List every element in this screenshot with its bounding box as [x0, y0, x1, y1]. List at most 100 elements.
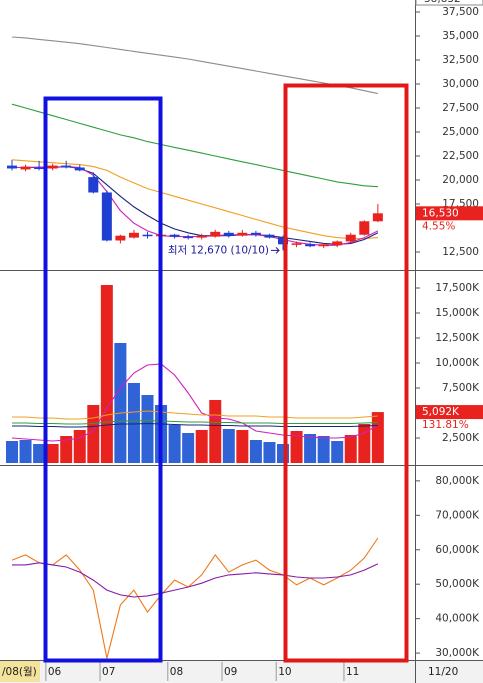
volume-bar — [222, 429, 235, 463]
moving-average-line — [11, 159, 378, 240]
volume-bar — [263, 442, 276, 463]
moving-average-line — [12, 410, 378, 420]
volume-bar — [331, 441, 344, 463]
last-volume-label: 5,092K — [422, 406, 460, 418]
moving-average-line — [12, 422, 378, 428]
highlight-box-red — [283, 83, 409, 663]
volume-bar — [114, 343, 127, 463]
volume-bar — [87, 405, 100, 463]
y-tick-label: 30,000 — [442, 78, 479, 90]
volume-bar — [344, 435, 357, 463]
y-tick-label: 37,500 — [442, 6, 479, 18]
volume-bar — [73, 430, 86, 463]
y-tick-label: 17,500K — [435, 282, 480, 294]
candle-body — [196, 235, 207, 238]
candle-body — [291, 243, 302, 245]
y-tick-label: 2,500K — [442, 432, 480, 444]
x-tick-label: /08(월) — [2, 666, 37, 678]
last-volume-box — [416, 405, 483, 420]
moving-average-line — [12, 419, 378, 425]
moving-average-line — [12, 166, 379, 246]
candle-body — [20, 166, 31, 170]
y-tick-label: 40,000K — [435, 613, 480, 625]
change-label: 4.55% — [422, 220, 455, 232]
candle-body — [359, 221, 370, 235]
volume-bar — [60, 436, 73, 463]
candle-body — [250, 232, 261, 235]
y-tick-label: 27,500 — [442, 102, 479, 114]
y-tick-label: 15,000K — [435, 307, 480, 319]
y-tick-label: 12,500 — [442, 246, 479, 258]
moving-average-line — [11, 36, 379, 95]
top-price-label: 38,832 — [424, 0, 461, 5]
x-tick-label: 11 — [346, 666, 359, 678]
moving-average-line — [12, 562, 379, 598]
volume-bar — [141, 395, 154, 463]
candle-body — [169, 234, 180, 237]
y-tick-label: 60,000K — [435, 544, 480, 556]
volume-bar — [371, 412, 384, 463]
first-date-box — [0, 661, 40, 682]
candle-body — [74, 167, 85, 171]
candle-body — [264, 234, 275, 238]
volume-bar — [304, 434, 317, 463]
volume-bar — [236, 430, 249, 463]
volume-change-label: 131.81% — [422, 419, 469, 431]
volume-bar — [249, 440, 262, 463]
volume-bar — [6, 441, 18, 463]
candle-body — [332, 241, 343, 246]
candle-body — [278, 237, 288, 245]
y-tick-label: 20,000 — [442, 174, 479, 186]
volume-bar — [182, 433, 195, 463]
y-tick-label: 80,000K — [435, 475, 480, 487]
volume-bar — [33, 444, 46, 463]
volume-bar — [209, 400, 222, 463]
y-tick-label: 50,000K — [435, 578, 480, 590]
candle-body — [34, 167, 45, 170]
candle-body — [128, 232, 139, 238]
volume-bar — [290, 431, 303, 463]
x-tick-label: 08 — [170, 666, 183, 678]
volume-bar — [19, 440, 32, 463]
candle-body — [142, 234, 153, 237]
last-price-box — [416, 206, 483, 221]
y-tick-label: 25,000 — [442, 126, 479, 138]
candle-body — [88, 177, 99, 193]
last-price-label: 16,530 — [422, 207, 459, 219]
candle-body — [115, 235, 126, 241]
volume-bar — [317, 436, 330, 463]
candle-body — [372, 213, 383, 222]
x-tick-label: 10 — [278, 666, 291, 678]
annotation-arrow — [271, 247, 280, 254]
y-tick-label: 30,000K — [435, 647, 480, 659]
x-tick-label: 09 — [224, 666, 237, 678]
volume-bar — [195, 430, 208, 463]
candle-body — [101, 192, 112, 241]
x-tick-label: 07 — [102, 666, 115, 678]
volume-bar — [100, 285, 113, 463]
y-tick-label: 32,500 — [442, 54, 479, 66]
candle-body — [318, 244, 329, 247]
y-tick-label: 10,000K — [435, 357, 480, 369]
candle-body — [47, 165, 58, 169]
candle-body — [237, 232, 248, 236]
moving-average-line — [11, 363, 379, 442]
candle-body — [61, 165, 72, 168]
moving-average-line — [11, 537, 379, 659]
candle-body — [210, 231, 221, 237]
top-price-box — [415, 0, 483, 6]
volume-bar — [358, 424, 371, 463]
candle-body — [345, 234, 356, 242]
highlight-box-blue — [43, 96, 163, 663]
y-tick-label: 22,500 — [442, 150, 479, 162]
low-annotation: 최저 12,670 (10/10) — [168, 244, 269, 256]
x-axis-bar — [0, 660, 483, 683]
candle-body — [7, 165, 17, 169]
volume-bar — [168, 425, 181, 463]
y-tick-label: 7,500K — [442, 382, 480, 394]
y-tick-label: 12,500K — [435, 332, 480, 344]
candle-body — [223, 232, 234, 236]
